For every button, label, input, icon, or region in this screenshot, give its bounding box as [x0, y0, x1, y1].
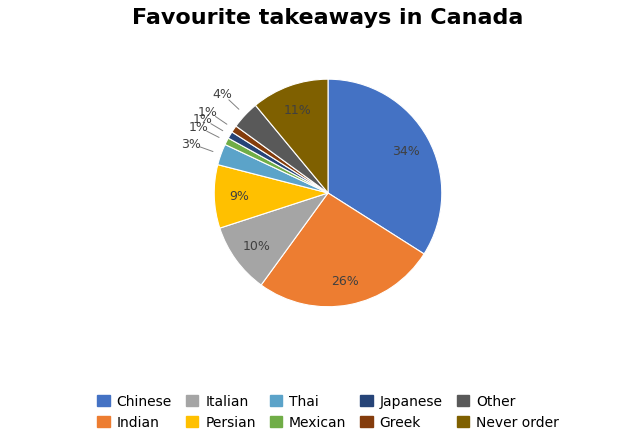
Text: 34%: 34% — [392, 144, 420, 157]
Wedge shape — [232, 127, 328, 194]
Text: 1%: 1% — [188, 121, 208, 134]
Wedge shape — [214, 165, 328, 229]
Text: 1%: 1% — [198, 105, 218, 118]
Wedge shape — [220, 194, 328, 286]
Text: 4%: 4% — [212, 88, 232, 101]
Text: 1%: 1% — [193, 113, 212, 126]
Wedge shape — [255, 80, 328, 194]
Text: 26%: 26% — [331, 274, 358, 287]
Title: Favourite takeaways in Canada: Favourite takeaways in Canada — [132, 8, 524, 28]
Legend: Chinese, Indian, Italian, Persian, Thai, Mexican, Japanese, Greek, Other, Never : Chinese, Indian, Italian, Persian, Thai,… — [90, 387, 566, 430]
Text: 11%: 11% — [284, 104, 312, 117]
Wedge shape — [328, 80, 442, 254]
Wedge shape — [261, 194, 424, 307]
Wedge shape — [225, 139, 328, 194]
Wedge shape — [228, 133, 328, 194]
Wedge shape — [236, 106, 328, 194]
Wedge shape — [218, 145, 328, 194]
Text: 10%: 10% — [243, 239, 270, 252]
Text: 3%: 3% — [181, 138, 201, 151]
Text: 9%: 9% — [229, 190, 249, 203]
